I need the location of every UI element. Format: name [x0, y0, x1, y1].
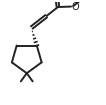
- Text: O: O: [72, 2, 79, 12]
